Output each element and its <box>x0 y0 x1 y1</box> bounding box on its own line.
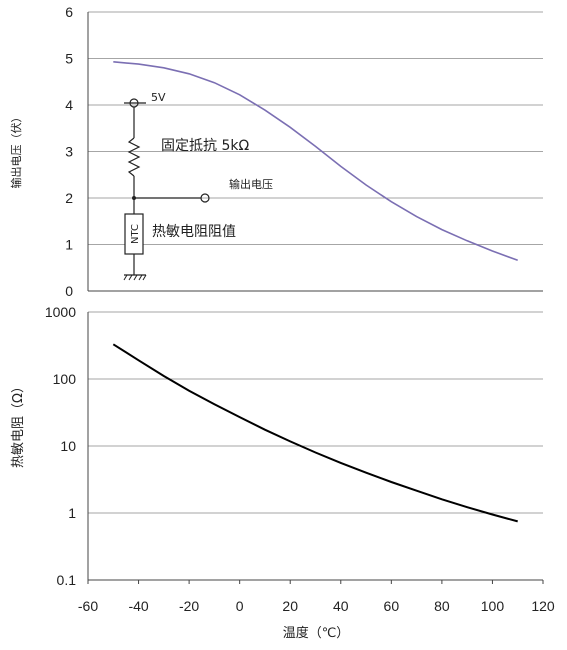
ntc-description: 热敏电阻阻值 <box>152 224 236 240</box>
bottom-y-tick-label: 10 <box>60 438 76 454</box>
top-y-tick-label: 1 <box>65 237 73 253</box>
bottom-chart-gridlines <box>88 311 543 514</box>
bottom-y-tick-label: 1 <box>68 505 76 521</box>
output-label: 输出电压 <box>229 177 273 191</box>
top-chart-y-tick-labels: 0 1 2 3 4 5 6 <box>65 4 73 299</box>
top-y-tick-label: 2 <box>65 190 73 206</box>
x-tick-label: -60 <box>78 598 98 614</box>
thermistor-resistance-curve <box>112 343 518 523</box>
top-y-tick-label: 3 <box>65 144 73 160</box>
x-tick-label: 40 <box>333 598 349 614</box>
circuit-diagram: 5V 固定抵抗 5kΩ 输出电压 NTC 热敏电阻阻值 <box>123 91 273 281</box>
x-tick-label: 20 <box>282 598 298 614</box>
ntc-label: NTC <box>130 224 141 244</box>
resistor-label: 固定抵抗 5kΩ <box>161 138 249 154</box>
top-chart-y-label: 输出电压（伏） <box>9 112 23 189</box>
bottom-chart-x-tick-labels: -60 -40 -20 0 20 40 60 80 100 120 <box>78 580 555 614</box>
bottom-y-tick-label: 1000 <box>45 304 76 320</box>
ground-icon <box>123 274 147 281</box>
top-y-tick-label: 6 <box>65 4 73 20</box>
x-tick-label: 80 <box>434 598 450 614</box>
bottom-y-tick-label: 0.1 <box>57 572 77 588</box>
x-tick-label: -20 <box>179 598 199 614</box>
output-voltage-curve <box>113 61 518 262</box>
x-tick-label: 120 <box>531 598 555 614</box>
x-tick-label: 100 <box>481 598 505 614</box>
supply-label: 5V <box>151 91 166 104</box>
x-tick-label: 0 <box>236 598 244 614</box>
output-terminal <box>200 193 210 203</box>
x-axis-label: 温度（℃） <box>283 625 350 641</box>
top-y-tick-label: 4 <box>65 97 73 113</box>
bottom-y-tick-label: 100 <box>53 371 77 387</box>
x-tick-label: -40 <box>128 598 148 614</box>
bottom-chart-y-tick-labels: 0.1 1 10 100 1000 <box>45 304 76 588</box>
top-y-tick-label: 5 <box>65 51 73 67</box>
bottom-chart-y-label: 热敏电阻（Ω） <box>11 380 26 468</box>
x-tick-label: 60 <box>384 598 400 614</box>
top-chart-gridlines <box>88 11 543 245</box>
resistor-zigzag <box>127 137 141 177</box>
top-y-tick-label: 0 <box>65 283 73 299</box>
